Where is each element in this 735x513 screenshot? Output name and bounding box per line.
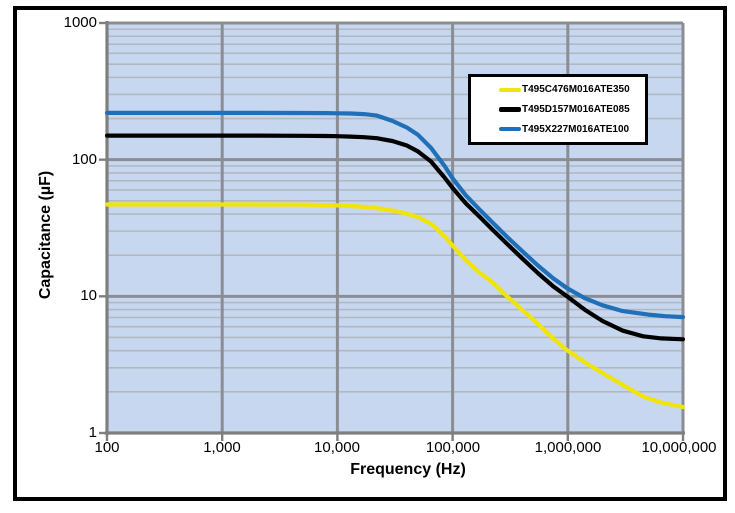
- x-tick-label-1k: 1,000: [203, 439, 241, 456]
- figure-border-frame: [13, 6, 727, 501]
- y-tick-label-100: 100: [71, 151, 97, 168]
- series-line-swatch-yellow: [499, 87, 521, 93]
- series-curve-T495C476M016ATE350: [104, 202, 686, 410]
- legend-label: T495C476M016ATE350: [522, 84, 630, 96]
- legend-item-t495x: T495X227M016ATE100: [499, 124, 645, 135]
- y-tick-label-1000: 1000: [63, 14, 97, 31]
- x-tick-label-10k: 10,000: [314, 439, 360, 456]
- legend: T495C476M016ATE350 T495D157M016ATE085 T4…: [468, 74, 648, 145]
- x-axis-title: Frequency (Hz): [350, 461, 466, 478]
- series-curve-T495X227M016ATE100: [104, 110, 686, 320]
- legend-item-t495d: T495D157M016ATE085: [499, 104, 645, 115]
- legend-label: T495D157M016ATE085: [522, 103, 630, 115]
- x-tick-label-100k: 100,000: [425, 439, 481, 456]
- y-tick-label-10: 10: [80, 287, 97, 304]
- x-tick-label-100: 100: [94, 439, 120, 456]
- series-line-swatch-black: [499, 107, 521, 112]
- series-curve-T495D157M016ATE085: [104, 133, 686, 342]
- x-tick-label-10m: 10,000,000: [641, 439, 717, 456]
- legend-label: T495X227M016ATE100: [522, 123, 630, 135]
- series-line-swatch-blue: [499, 126, 521, 132]
- y-axis-title: Capacitance (µF): [37, 170, 54, 300]
- x-tick-label-1m: 1,000,000: [534, 439, 602, 456]
- legend-item-t495c: T495C476M016ATE350: [499, 84, 645, 95]
- y-tick-label-1: 1: [88, 424, 97, 441]
